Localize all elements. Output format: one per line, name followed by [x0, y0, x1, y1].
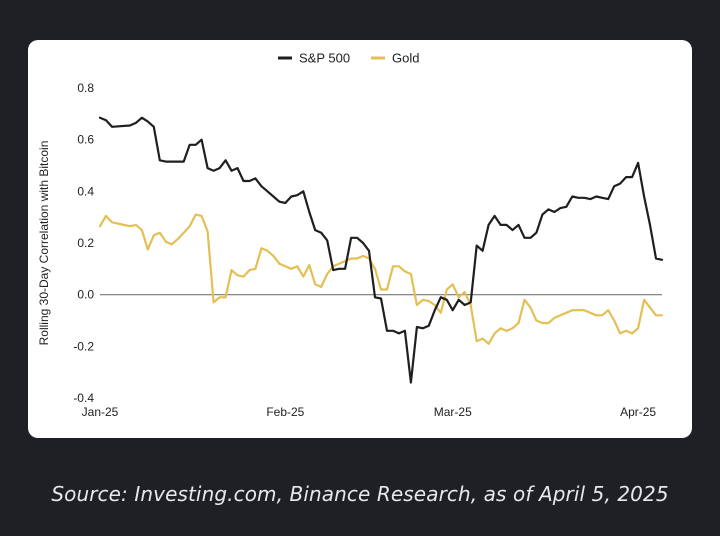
y-tick-label: 0.2	[77, 236, 94, 250]
x-tick-label: Feb-25	[266, 405, 304, 419]
y-tick-label: -0.2	[73, 339, 94, 353]
y-axis-ticks: 0.8 0.6 0.4 0.2 0.0 -0.2 -0.4	[73, 81, 94, 405]
legend: S&P 500 Gold	[278, 51, 419, 66]
series-group	[98, 116, 664, 384]
correlation-chart: S&P 500 Gold Rolling 30-Day Correlation w…	[37, 51, 664, 419]
y-tick-label: 0.6	[77, 133, 94, 147]
y-axis-label: Rolling 30-Day Correlation with Bitcoin	[37, 141, 51, 346]
y-tick-label: -0.4	[73, 391, 94, 405]
chart-card: S&P 500 Gold Rolling 30-Day Correlation w…	[28, 40, 692, 438]
legend-label-gold: Gold	[392, 51, 419, 66]
legend-label-sp500: S&P 500	[299, 51, 350, 66]
series-line-sp500	[98, 116, 664, 384]
x-tick-label: Jan-25	[82, 405, 119, 419]
x-tick-label: Mar-25	[434, 405, 472, 419]
x-tick-label: Apr-25	[620, 405, 656, 419]
y-tick-label: 0.4	[77, 184, 94, 198]
source-caption: Source: Investing.com, Binance Research,…	[51, 482, 669, 506]
series-line-gold	[98, 213, 664, 345]
y-axis-label-group: Rolling 30-Day Correlation with Bitcoin	[37, 141, 51, 346]
y-tick-label: 0.0	[77, 288, 94, 302]
y-tick-label: 0.8	[77, 81, 94, 95]
x-axis-ticks: Jan-25 Feb-25 Mar-25 Apr-25	[82, 405, 657, 419]
